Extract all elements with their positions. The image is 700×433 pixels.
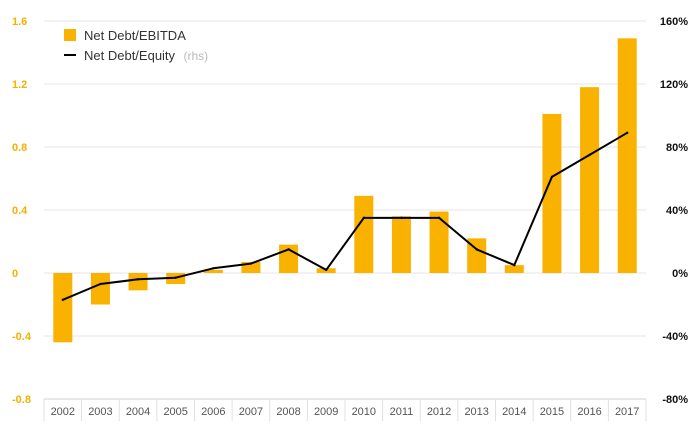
x-tick-label: 2003 xyxy=(88,406,112,418)
bar-2003 xyxy=(90,273,110,305)
net-debt-equity-line xyxy=(62,131,628,301)
legend: Net Debt/EBITDA Net Debt/Equity (rhs) xyxy=(64,28,208,64)
bar-2010 xyxy=(354,195,374,273)
line-point-2006 xyxy=(212,267,215,270)
bar-2014 xyxy=(504,265,524,273)
x-tick-label: 2011 xyxy=(390,406,414,418)
x-tick-label: 2010 xyxy=(352,406,376,418)
bar-2015 xyxy=(542,113,562,273)
right-tick-label: 0% xyxy=(672,268,688,280)
x-tick-label: 2014 xyxy=(502,406,526,418)
x-axis: 2002 2003 2004 2005 2006 2007 2008 2009 2010 2011… xyxy=(43,398,647,421)
bar-2004 xyxy=(128,273,148,291)
line-point-2016 xyxy=(588,153,591,157)
bar-2017 xyxy=(617,38,637,274)
line-point-2002 xyxy=(61,298,65,301)
bar-2006 xyxy=(203,269,223,273)
line-point-2009 xyxy=(324,268,328,272)
x-tick-label: 2006 xyxy=(201,406,225,418)
bar-2013 xyxy=(467,238,487,273)
line-point-2017 xyxy=(625,131,629,135)
line-point-2015 xyxy=(550,175,554,179)
right-tick-label: -80% xyxy=(662,394,688,406)
line-point-2010 xyxy=(362,216,366,220)
line-series xyxy=(61,131,629,301)
left-tick-label: 0.8 xyxy=(12,142,27,154)
x-tick-label: 2005 xyxy=(163,406,187,418)
left-axis: 1.6 1.2 0.8 0.4 0 -0.4 -0.8 xyxy=(12,16,32,406)
legend-label-line-group: Net Debt/Equity (rhs) xyxy=(84,47,208,64)
legend-label-bar: Net Debt/EBITDA xyxy=(84,28,186,43)
right-tick-label: 120% xyxy=(660,79,688,91)
x-tick-label: 2012 xyxy=(427,406,451,418)
line-point-2014 xyxy=(513,263,516,267)
left-tick-label: 1.2 xyxy=(12,79,27,91)
x-tick-label: 2008 xyxy=(276,406,300,418)
line-point-2011 xyxy=(400,216,403,220)
bar-2002 xyxy=(53,273,73,343)
bar-2016 xyxy=(580,87,600,274)
left-tick-label: -0.4 xyxy=(12,331,32,343)
right-tick-label: -40% xyxy=(662,331,688,343)
line-point-2013 xyxy=(475,248,478,251)
line-point-2012 xyxy=(437,216,441,220)
left-tick-label: 0 xyxy=(12,268,18,280)
line-point-2008 xyxy=(287,248,290,251)
legend-label-line-suffix: (rhs) xyxy=(184,49,209,63)
x-tick-label: 2007 xyxy=(239,406,263,418)
line-point-2005 xyxy=(174,276,177,279)
line-point-2007 xyxy=(249,262,253,265)
right-tick-label: 40% xyxy=(666,205,688,217)
right-tick-label: 80% xyxy=(666,142,688,154)
left-tick-label: -0.8 xyxy=(12,394,31,406)
x-tick-label: 2017 xyxy=(615,406,639,418)
bar-2012 xyxy=(429,211,449,273)
x-tick-label: 2013 xyxy=(464,406,488,418)
x-tick-label: 2004 xyxy=(126,406,150,418)
bar-2007 xyxy=(241,261,261,273)
x-tick-label: 2009 xyxy=(314,406,338,418)
right-tick-label: 160% xyxy=(660,16,688,28)
left-tick-label: 1.6 xyxy=(12,16,27,28)
left-tick-label: 0.4 xyxy=(12,205,28,217)
line-point-2003 xyxy=(99,282,102,286)
right-axis: 160% 120% 80% 40% 0% -40% -80% xyxy=(660,16,688,406)
legend-label-line: Net Debt/Equity xyxy=(84,48,176,63)
x-tick-label: 2015 xyxy=(540,406,564,418)
x-tick-label: 2016 xyxy=(577,406,601,418)
x-tick-label: 2002 xyxy=(51,406,75,418)
line-point-2004 xyxy=(136,278,140,281)
legend-swatch-bar xyxy=(64,29,76,41)
bar-2011 xyxy=(391,216,411,273)
